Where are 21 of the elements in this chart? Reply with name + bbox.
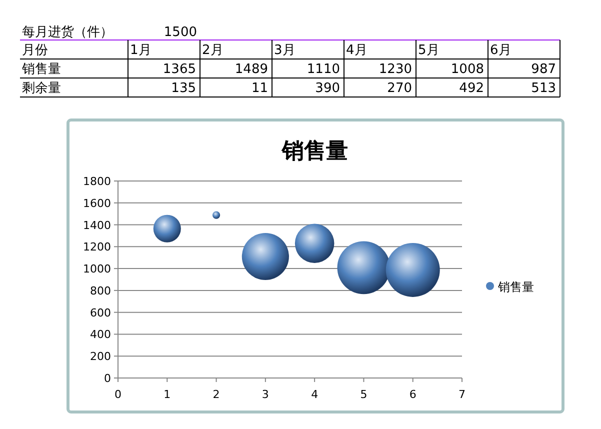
x-tick-label: 6	[409, 388, 416, 401]
y-tick-label: 800	[90, 284, 111, 298]
x-tick-label: 2	[212, 388, 220, 401]
x-tick-label: 7	[458, 388, 466, 401]
y-tick-label: 1800	[83, 175, 111, 188]
x-tick-label: 5	[360, 388, 368, 401]
x-tick-label: 0	[114, 388, 122, 401]
y-tick-label: 400	[90, 328, 111, 342]
y-tick-label: 600	[90, 306, 111, 320]
table: 每月进货（件） 1500 月份 1月 2月 3月 4月 5月 6月 销售量 1365 1489 1110 1230 1008 987 剩余量 135 11 390 270 492 513	[20, 25, 560, 98]
y-tick-label: 1200	[83, 240, 111, 254]
y-tick-label: 1600	[83, 196, 111, 210]
y-tick-label: 1400	[83, 218, 111, 232]
y-tick-label: 0	[104, 372, 111, 385]
chart-title: 销售量	[281, 138, 348, 164]
legend-label: 销售量	[497, 280, 534, 294]
y-tick-label: 1000	[83, 262, 111, 276]
x-tick-label: 4	[311, 388, 318, 401]
x-tick-label: 1	[164, 388, 171, 401]
x-tick-label: 3	[262, 388, 269, 401]
y-tick-label: 200	[90, 350, 111, 364]
